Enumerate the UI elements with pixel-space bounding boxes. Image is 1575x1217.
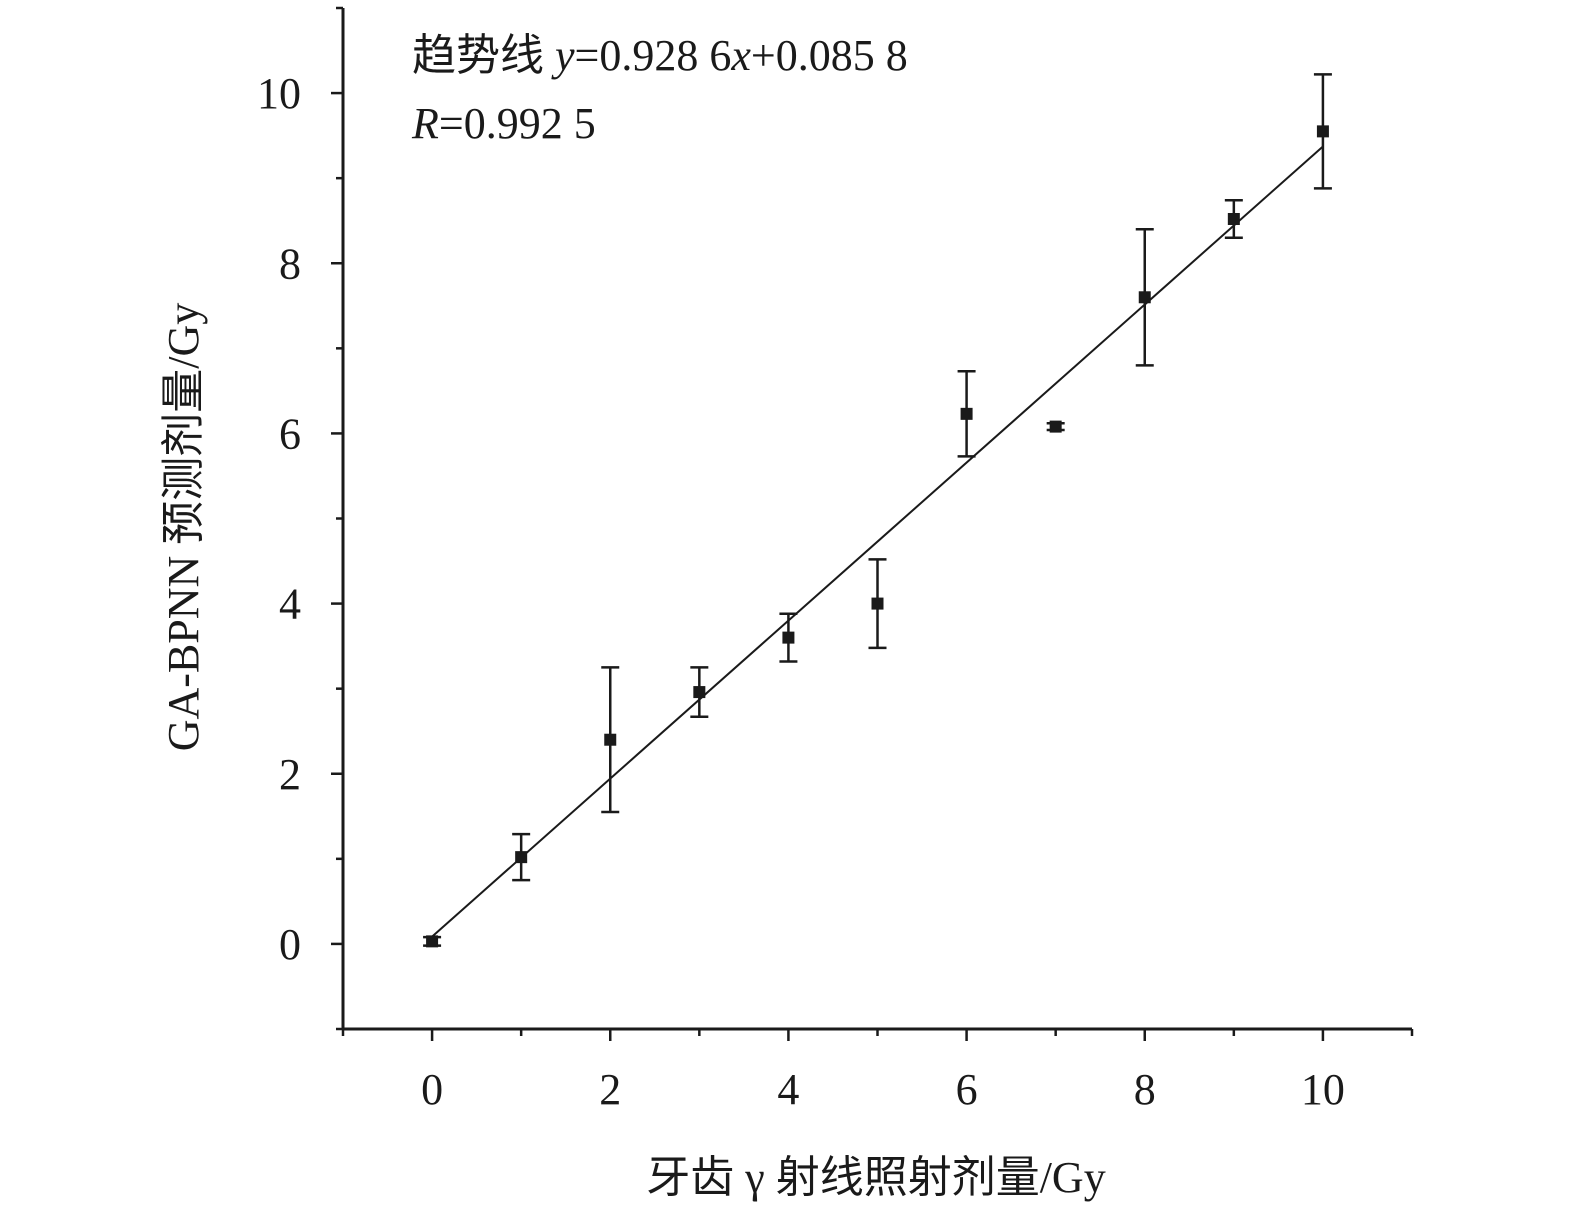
- data-point: [1227, 213, 1240, 226]
- equation-x: x: [730, 31, 751, 80]
- data-point: [1138, 291, 1151, 304]
- y-tick-label: 8: [279, 239, 301, 288]
- equation-mid: =0.928 6: [575, 31, 732, 80]
- data-point-group: [423, 935, 442, 948]
- data-point: [604, 733, 617, 746]
- data-point-group: [1046, 420, 1065, 433]
- r-symbol: R: [411, 99, 439, 148]
- y-tick-label: 0: [279, 920, 301, 969]
- trendline: [431, 145, 1324, 938]
- data-point: [515, 851, 528, 864]
- labels-layer: 0 2 4 6 8 10 0 2 4 6 8 10: [257, 69, 1345, 1114]
- equation-suffix: +0.085 8: [751, 31, 908, 80]
- data-point: [871, 597, 884, 610]
- x-tick-label: 0: [421, 1065, 443, 1114]
- trendline-layer: [431, 145, 1324, 938]
- y-tick-label: 4: [279, 580, 301, 629]
- data-point-group: [512, 832, 531, 882]
- data-point-group: [690, 666, 709, 718]
- y-tick-label: 2: [279, 750, 301, 799]
- axes: [331, 6, 1414, 1041]
- data-point: [426, 935, 439, 948]
- equation-annotation: 趋势线 y=0.928 6x+0.085 8: [412, 31, 908, 80]
- x-tick-label: 2: [599, 1065, 621, 1114]
- r-value: =0.992 5: [439, 99, 596, 148]
- data-point-group: [779, 612, 798, 663]
- x-tick-label: 8: [1134, 1065, 1156, 1114]
- data-point-group: [1313, 73, 1332, 190]
- data-point: [1316, 125, 1329, 138]
- data-point-group: [601, 666, 620, 814]
- equation-prefix: 趋势线: [412, 31, 555, 80]
- data-point: [782, 631, 795, 644]
- data-point: [693, 686, 706, 699]
- data-point-group: [1224, 199, 1243, 239]
- equation-y: y: [551, 31, 575, 80]
- y-tick-label: 10: [257, 69, 301, 118]
- data-point-group: [868, 558, 887, 650]
- y-axis-title: GA-BPNN 预测剂量/Gy: [159, 303, 208, 752]
- x-tick-label: 6: [956, 1065, 978, 1114]
- points-layer: [423, 73, 1332, 948]
- x-tick-label: 10: [1301, 1065, 1345, 1114]
- y-tick-label: 6: [279, 409, 301, 458]
- data-point-group: [957, 370, 976, 458]
- x-axis-title: 牙齿 γ 射线照射剂量/Gy: [646, 1153, 1105, 1202]
- r-annotation: R=0.992 5: [411, 99, 596, 148]
- x-tick-label: 4: [777, 1065, 799, 1114]
- data-point: [1049, 420, 1062, 433]
- data-point-group: [1135, 227, 1154, 367]
- data-point: [960, 407, 973, 420]
